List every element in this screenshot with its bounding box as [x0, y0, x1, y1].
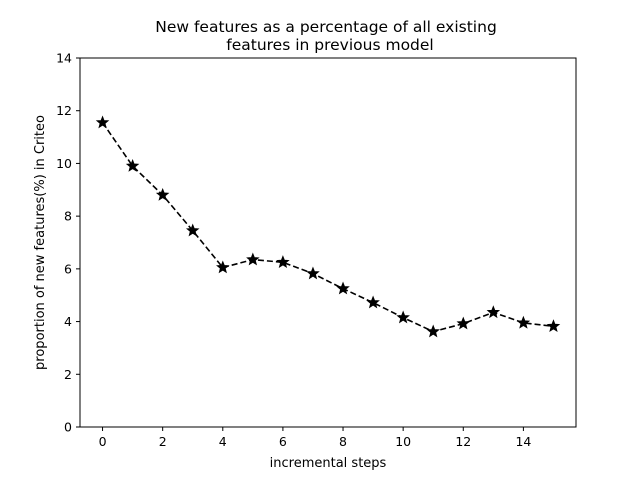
y-tick-label: 0 — [64, 420, 72, 435]
y-tick-label: 10 — [56, 156, 72, 171]
x-axis-label: incremental steps — [270, 456, 387, 471]
chart-title-line-1: New features as a percentage of all exis… — [155, 18, 497, 36]
data-point-star — [185, 223, 200, 237]
data-point-star — [516, 315, 531, 329]
data-point-star — [216, 260, 230, 274]
data-point-star — [276, 255, 290, 269]
x-tick-label: 0 — [99, 434, 107, 449]
x-tick-label: 4 — [219, 434, 227, 449]
data-point-star — [546, 319, 561, 333]
data-point-star — [396, 310, 410, 324]
y-tick-label: 6 — [64, 261, 72, 276]
data-point-star — [336, 281, 350, 295]
y-tick-label: 12 — [56, 103, 72, 118]
data-point-star — [486, 305, 501, 319]
data-point-star — [95, 115, 110, 129]
chart-title-line-2: features in previous model — [226, 36, 433, 54]
data-point-star — [456, 316, 471, 330]
chart-title: New features as a percentage of all exis… — [155, 18, 497, 54]
data-point-star — [306, 266, 320, 280]
x-tick-label: 14 — [515, 434, 531, 449]
x-tick-label: 2 — [159, 434, 167, 449]
x-tick-label: 10 — [395, 434, 411, 449]
series-layer — [95, 115, 561, 338]
y-tick-label: 4 — [64, 314, 72, 329]
data-point-star — [246, 252, 260, 266]
x-tick-label: 8 — [339, 434, 347, 449]
x-tick-label: 12 — [455, 434, 471, 449]
y-tick-label: 2 — [64, 367, 72, 382]
y-tick-label: 14 — [56, 51, 72, 66]
plot-area — [79, 57, 577, 428]
y-axis-label: proportion of new features(%) in Criteo — [33, 115, 48, 370]
data-point-star — [155, 187, 170, 201]
series-line — [101, 122, 554, 333]
x-axis: 0 2 4 6 8 10 12 14 — [99, 427, 531, 449]
data-point-star — [366, 295, 380, 309]
y-axis: 0 2 4 6 8 10 12 14 — [56, 51, 80, 435]
y-tick-label: 8 — [64, 209, 72, 224]
data-point-star — [125, 158, 140, 172]
data-point-star — [426, 324, 440, 338]
x-tick-label: 6 — [279, 434, 287, 449]
